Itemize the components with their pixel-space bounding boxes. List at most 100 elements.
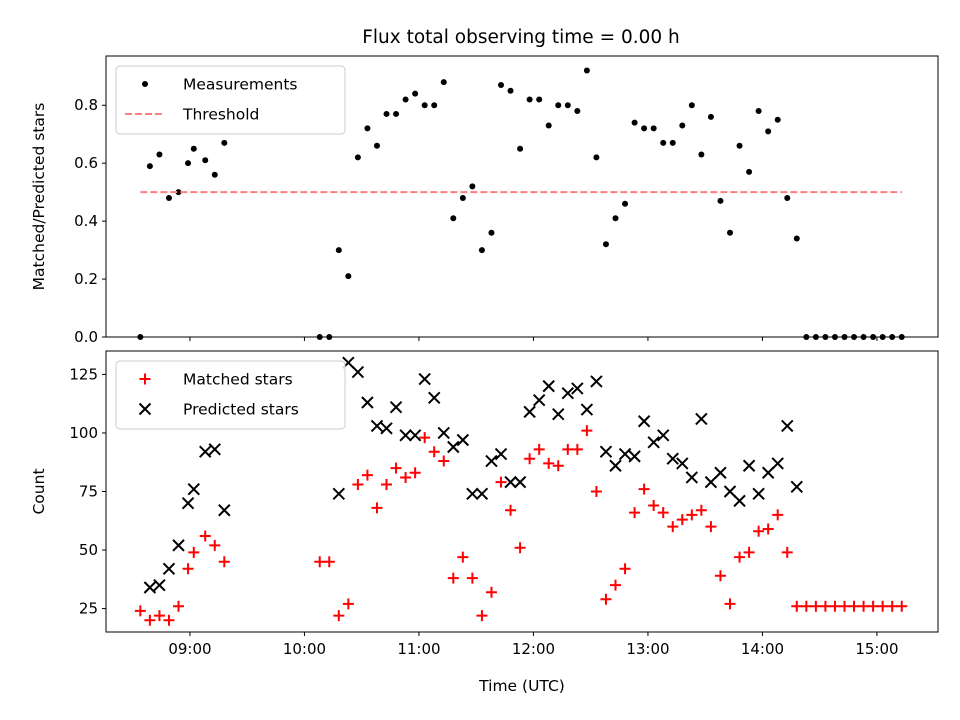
- matched-star-point: [409, 467, 421, 479]
- measurement-point: [364, 125, 371, 132]
- x-axis-label: Time (UTC): [478, 677, 565, 695]
- matched-star-point: [447, 572, 459, 584]
- predicted-star-point: [504, 475, 517, 489]
- predicted-star-point: [571, 382, 584, 395]
- predicted-star-point: [380, 422, 393, 435]
- measurement-point: [373, 142, 380, 149]
- predicted-star-point: [389, 400, 403, 414]
- predicted-star-point: [552, 408, 565, 421]
- predicted-star-point: [666, 452, 679, 465]
- matched-star-point: [428, 446, 440, 458]
- measurement-point: [622, 200, 629, 207]
- x-tick-label: 11:00: [397, 640, 440, 658]
- chart-title: Flux total observing time = 0.00 h: [362, 27, 680, 48]
- measurement-point: [536, 96, 543, 103]
- measurement-point: [650, 125, 657, 132]
- predicted-star-point: [580, 403, 594, 416]
- measurement-point: [574, 108, 581, 115]
- measurement-point: [679, 122, 686, 129]
- matched-star-point: [457, 551, 469, 563]
- predicted-star-point: [162, 562, 176, 575]
- matched-star-point: [552, 460, 564, 472]
- measurement-point: [793, 235, 800, 242]
- matched-star-point: [648, 500, 660, 512]
- matched-star-point: [590, 486, 602, 497]
- predicted-star-point: [618, 447, 632, 461]
- predicted-star-point: [513, 475, 527, 489]
- measurement-point: [727, 229, 733, 236]
- legend: Matched stars Predicted stars: [115, 360, 346, 430]
- matched-star-point: [419, 432, 431, 444]
- matched-star-point: [533, 443, 545, 455]
- predicted-star-point: [485, 454, 498, 468]
- matched-star-point: [676, 514, 688, 526]
- measurement-point: [402, 96, 409, 103]
- measurement-point: [555, 102, 562, 109]
- measurement-point: [421, 102, 428, 109]
- measurement-point: [412, 90, 419, 97]
- predicted-star-point: [428, 391, 441, 405]
- predicted-star-point: [153, 578, 166, 592]
- matched-star-point: [877, 600, 889, 612]
- measurement-point: [488, 229, 495, 236]
- measurement-point: [469, 183, 476, 190]
- matched-star-point: [524, 453, 536, 465]
- matched-star-point: [543, 457, 555, 469]
- matched-star-point: [218, 556, 230, 568]
- matched-star-point: [705, 521, 717, 533]
- matched-star-point: [867, 600, 879, 612]
- y-axis-label: Matched/Predicted stars: [30, 103, 48, 291]
- measurement-point: [669, 139, 676, 146]
- measurement-point: [755, 108, 762, 115]
- predicted-star-point: [218, 504, 231, 517]
- predicted-star-point: [399, 429, 412, 442]
- predicted-star-point: [761, 466, 775, 479]
- measurement-point: [688, 102, 695, 109]
- matched-star-point: [163, 614, 175, 626]
- predicted-star-point: [475, 487, 489, 501]
- y-tick-label: 0.4: [74, 212, 98, 230]
- measurement-point: [478, 247, 485, 254]
- predicted-star-point: [361, 396, 374, 409]
- predicted-star-point: [685, 471, 699, 484]
- predicted-star-point: [723, 485, 737, 498]
- y-tick-label: 0.0: [74, 328, 98, 346]
- y-tick-label: 125: [69, 365, 98, 383]
- predicted-star-point: [370, 419, 384, 433]
- y-tick-label: 50: [79, 541, 98, 559]
- matched-star-point: [819, 600, 831, 612]
- predicted-star-point: [771, 457, 784, 470]
- predicted-star-point: [447, 440, 460, 454]
- y-tick-label: 100: [69, 424, 98, 442]
- predicted-star-point: [542, 379, 555, 393]
- measurement-point: [354, 154, 361, 161]
- y-axis-label: Count: [30, 468, 48, 514]
- measurement-point: [641, 125, 648, 132]
- predicted-star-point: [199, 445, 212, 458]
- matched-star-point: [352, 478, 364, 490]
- matched-star-point: [505, 504, 517, 516]
- matched-star-point: [838, 600, 850, 612]
- predicted-star-point: [790, 480, 803, 494]
- matched-star-point: [438, 455, 450, 467]
- measurement-point: [583, 67, 590, 74]
- matched-star-point: [144, 614, 156, 626]
- matched-star-point: [686, 509, 698, 521]
- matched-star-point: [619, 563, 631, 575]
- matched-star-point: [810, 600, 822, 612]
- matched-star-point: [791, 600, 803, 612]
- measurement-point: [631, 119, 638, 126]
- matched-star-point: [333, 610, 345, 622]
- matched-star-point: [714, 570, 726, 582]
- x-tick-label: 10:00: [283, 640, 326, 658]
- matched-star-point: [657, 507, 669, 519]
- predicted-star-point: [695, 412, 708, 426]
- y-tick-label: 75: [79, 483, 98, 501]
- predicted-star-point: [676, 457, 689, 470]
- matched-star-point: [724, 598, 736, 610]
- matched-star-point: [400, 471, 412, 483]
- matched-star-point: [781, 546, 793, 558]
- measurement-point: [221, 139, 228, 146]
- matched-star-point: [342, 598, 354, 610]
